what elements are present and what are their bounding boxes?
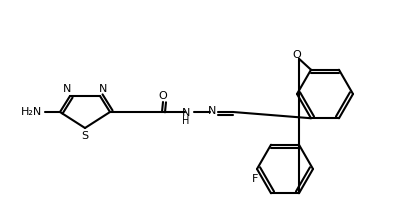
Text: S: S [82, 131, 89, 141]
Text: N: N [63, 84, 71, 94]
Text: O: O [159, 91, 167, 101]
Text: N: N [99, 84, 107, 94]
Text: H: H [182, 116, 190, 126]
Text: N: N [182, 108, 190, 118]
Text: N: N [208, 106, 216, 116]
Text: F: F [252, 174, 258, 184]
Text: H₂N: H₂N [21, 107, 42, 117]
Text: O: O [293, 50, 302, 60]
